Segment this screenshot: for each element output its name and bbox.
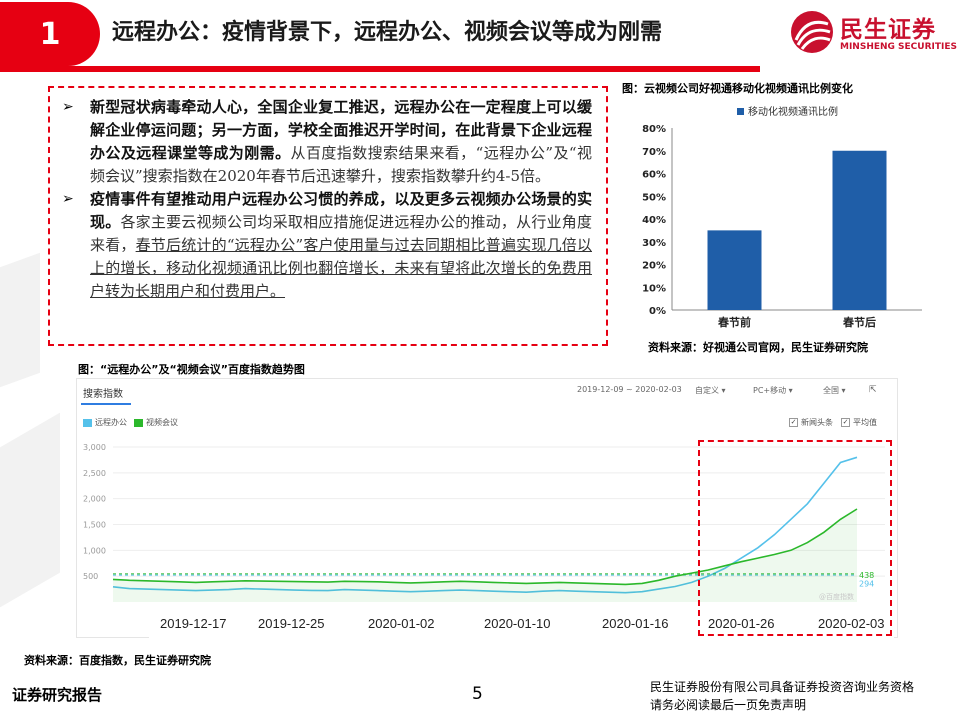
page-number: 5 <box>472 684 483 704</box>
index-y-tick-label: 1,500 <box>83 521 106 530</box>
region-dropdown[interactable]: 全国 ▾ <box>823 386 846 395</box>
index-x-date-label: 2020-01-26 <box>708 616 775 631</box>
bar-legend: 移动化视频通讯比例 <box>737 105 838 118</box>
section-number: 1 <box>0 2 100 66</box>
average-toggle[interactable]: ✓ 平均值 <box>841 417 877 428</box>
index-y-tick-label: 2,000 <box>83 495 106 504</box>
bar-y-tick-label: 0% <box>649 306 666 317</box>
footer-qualification: 民生证券股份有限公司具备证券投资咨询业务资格 <box>650 680 915 694</box>
page-title: 远程办公：疫情背景下，远程办公、视频会议等成为刚需 <box>112 20 663 45</box>
average-toggle-label: 平均值 <box>853 418 877 427</box>
page-header: 1 远程办公：疫情背景下，远程办公、视频会议等成为刚需 民生证券 MINSHEN… <box>0 0 959 72</box>
background-stripe <box>0 252 40 388</box>
index-y-tick-label: 500 <box>83 572 98 581</box>
bullet-arrow-icon: ➢ <box>62 99 74 115</box>
bar-category-label: 春节后 <box>843 315 876 329</box>
bar-y-tick-label: 50% <box>642 192 666 203</box>
paragraph-2-bold: 疫情事件有望推动用户远程办公习惯的养成，以及更多云视频办公场景的实现。 <box>90 190 592 231</box>
custom-range-dropdown[interactable]: 自定义 ▾ <box>695 386 726 395</box>
news-checkbox[interactable]: ✓ <box>789 418 798 427</box>
end-label-video: 438 <box>859 571 874 580</box>
bar-y-tick-label: 30% <box>642 238 666 249</box>
background-stripe <box>0 412 60 608</box>
legend-swatch-video <box>134 418 143 427</box>
index-x-date-label: 2020-01-02 <box>368 616 435 631</box>
baidu-index-panel: 搜索指数 2019-12-09 ~ 2020-02-03 自定义 ▾ PC+移动… <box>76 378 898 638</box>
bar-chart: 移动化视频通讯比例 0% 10% 20% 30% 40% 50% 60% 70% 80% 春节前 春节… <box>642 105 922 329</box>
legend-video-conference[interactable]: 视频会议 <box>146 418 178 427</box>
bar-y-tick-label: 60% <box>642 170 666 181</box>
bar-category-label: 春节前 <box>718 315 751 329</box>
paragraph-2: ➢ 疫情事件有望推动用户远程办公习惯的养成，以及更多云视频办公场景的实现。各家主… <box>60 188 592 303</box>
bullet-arrow-icon: ➢ <box>62 191 74 207</box>
paragraph-1-bold: 新型冠状病毒牵动人心，全国企业复工推迟，远程办公在一定程度上可以缓解企业停运问题… <box>90 98 592 162</box>
logo-english-name: MINSHENG SECURITIES <box>840 42 957 52</box>
paragraph-2-normal: 各家主要云视频公司均采取相应措施促进远程办公的推动，从行业角度来看， <box>90 213 592 254</box>
index-line-video-conference <box>112 508 858 586</box>
bar <box>832 150 887 310</box>
index-x-date-label: 2020-01-10 <box>484 616 551 631</box>
minsheng-logo-icon <box>791 11 833 53</box>
bar-y-tick-label: 40% <box>642 215 666 226</box>
index-chart-caption: 图：“远程办公”及“视频会议”百度指数趋势图 <box>78 363 305 376</box>
bar-chart-caption: 图：云视频公司好视通移动化视频通讯比例变化 <box>622 82 853 95</box>
index-x-date-label: 2020-02-03 <box>818 616 885 631</box>
footer-report-type: 证券研究报告 <box>12 686 103 704</box>
legend-swatch-remote <box>83 418 92 427</box>
bar-chart-source: 资料来源：好视通公司官网，民生证券研究院 <box>648 341 868 354</box>
summary-textbox: ➢ 新型冠状病毒牵动人心，全国企业复工推迟，远程办公在一定程度上可以缓解企业停运… <box>48 86 608 346</box>
bar-y-tick-label: 80% <box>642 124 666 135</box>
index-x-date-label: 2019-12-17 <box>160 616 227 631</box>
end-label-remote: 294 <box>859 580 874 589</box>
bar-y-tick-label: 70% <box>642 147 666 158</box>
search-index-tab[interactable]: 搜索指数 <box>83 389 123 400</box>
bar-legend-label: 移动化视频通讯比例 <box>748 105 838 118</box>
paragraph-1: ➢ 新型冠状病毒牵动人心，全国企业复工推迟，远程办公在一定程度上可以缓解企业停运… <box>60 96 592 188</box>
bar-y-tick-label: 20% <box>642 261 666 272</box>
bar <box>707 230 762 310</box>
bar-y-tick-label: 10% <box>642 283 666 294</box>
footer-disclaimer: 请务必阅读最后一页免责声明 <box>650 698 807 712</box>
index-y-tick-label: 1,000 <box>83 546 106 555</box>
index-y-tick-label: 3,000 <box>83 443 106 452</box>
date-range[interactable]: 2019-12-09 ~ 2020-02-03 <box>577 385 682 394</box>
index-y-tick-label: 2,500 <box>83 469 106 478</box>
header-rule <box>0 66 760 72</box>
baidu-watermark: @百度指数 <box>819 592 854 601</box>
legend-remote-office[interactable]: 远程办公 <box>95 418 127 427</box>
bar-legend-swatch <box>737 108 744 115</box>
index-x-date-label: 2020-01-16 <box>602 616 669 631</box>
date-labels-strip <box>149 610 894 638</box>
search-index-tab-underline <box>81 403 131 405</box>
index-chart-source: 资料来源：百度指数，民生证券研究院 <box>24 654 211 667</box>
highlight-box <box>698 440 892 636</box>
news-toggle-label: 新闻头条 <box>801 418 833 427</box>
index-legend: 远程办公 视频会议 <box>83 417 178 428</box>
index-x-date-label: 2019-12-25 <box>258 616 325 631</box>
index-area-video <box>113 509 857 602</box>
device-dropdown[interactable]: PC+移动 ▾ <box>753 386 793 395</box>
minsheng-logo: 民生证券 MINSHENG SECURITIES <box>790 8 957 64</box>
paragraph-1-normal: 从百度指数搜索结果来看，“远程办公”及“视频会议”搜索指数在2020年春节后迅速… <box>90 144 592 185</box>
share-icon[interactable]: ⇱ <box>869 385 877 395</box>
average-checkbox[interactable]: ✓ <box>841 418 850 427</box>
logo-chinese-name: 民生证券 <box>840 17 936 43</box>
paragraph-2-underlined: 春节后统计的“远程办公”客户使用量与过去同期相比普遍实现几倍以上的增长，移动化视… <box>90 236 592 300</box>
news-toggle[interactable]: ✓ 新闻头条 <box>789 417 833 428</box>
